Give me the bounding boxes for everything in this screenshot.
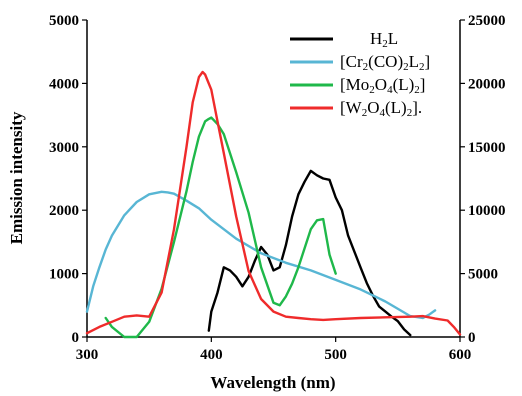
y-tick-label-right: 20000 (468, 76, 506, 92)
legend: H2L[Cr2(CO)2L2][Mo2O4(L)2][W2O4(L)2]. (290, 29, 430, 119)
x-tick-label: 600 (449, 347, 472, 363)
y-tick-label-left: 4000 (49, 76, 79, 92)
y-tick-label-right: 5000 (468, 267, 498, 283)
y-tick-label-left: 0 (72, 330, 80, 346)
series-group (85, 70, 462, 339)
y-tick-label-left: 5000 (49, 13, 79, 29)
series-line-w (85, 70, 462, 336)
y-tick-label-left: 2000 (49, 203, 79, 219)
x-tick-label: 300 (76, 347, 99, 363)
x-tick-label: 400 (200, 347, 223, 363)
legend-label: [Mo2O4(L)2] (340, 75, 425, 96)
axes: 300 400 500 6000100020003000400050000500010… (49, 13, 506, 363)
legend-label: [Cr2(CO)2L2] (340, 52, 430, 73)
y-tick-label-right: 25000 (468, 13, 506, 29)
y-tick-label-right: 15000 (468, 140, 506, 156)
x-tick-label: 500 (324, 347, 347, 363)
legend-label: H2L (370, 29, 398, 50)
y-tick-label-right: 0 (468, 330, 476, 346)
series-line-h2l (207, 169, 412, 337)
y-tick-label-left: 3000 (49, 140, 79, 156)
x-axis-title: Wavelength (nm) (210, 373, 335, 392)
legend-label: [W2O4(L)2]. (340, 98, 422, 119)
y-tick-label-left: 1000 (49, 267, 79, 283)
y-axis-title: Emission intensity (7, 111, 26, 244)
y-tick-label-right: 10000 (468, 203, 506, 219)
series-line-cr (85, 190, 437, 320)
